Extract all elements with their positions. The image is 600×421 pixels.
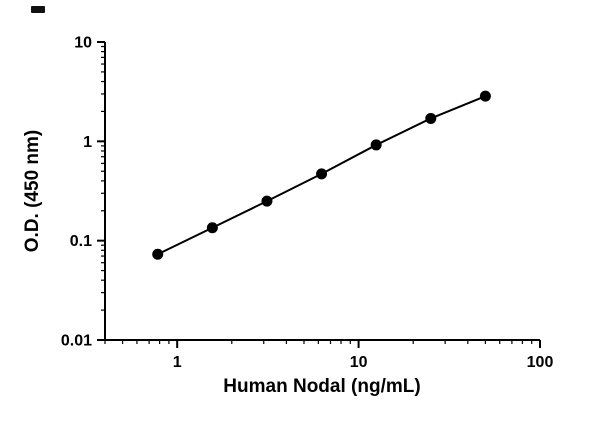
- data-point: [206, 222, 218, 234]
- y-tick-label: 0.01: [61, 333, 92, 350]
- data-point: [316, 168, 328, 180]
- data-point: [152, 248, 164, 260]
- y-tick-label: 10: [74, 35, 92, 52]
- plot-area: 1 10 100 0.01 0.1 1 10: [61, 35, 554, 372]
- y-tick-label: 0.1: [70, 233, 92, 250]
- data-point: [425, 112, 437, 124]
- data-point: [479, 90, 491, 102]
- x-tick-label: 1: [173, 354, 182, 371]
- crop-artifact-mark: [31, 6, 45, 13]
- data-point: [261, 195, 273, 207]
- y-tick-label: 1: [83, 134, 92, 151]
- y-axis-label: O.D. (450 nm): [22, 130, 43, 252]
- x-axis-label: Human Nodal (ng/mL): [223, 376, 420, 397]
- data-point: [370, 139, 382, 151]
- x-tick-label: 10: [350, 354, 368, 371]
- x-tick-label: 100: [527, 354, 554, 371]
